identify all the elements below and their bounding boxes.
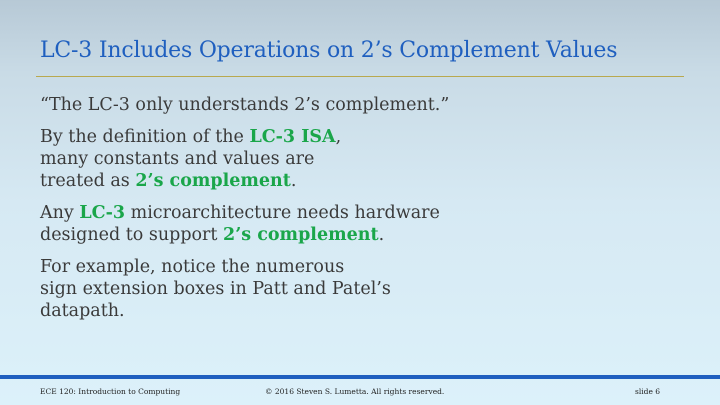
text: , xyxy=(335,127,342,147)
paragraph-quote: “The LC-3 only understands 2’s complemen… xyxy=(40,94,690,116)
text: For example, notice the numerous xyxy=(40,257,345,277)
footer-bar xyxy=(0,375,720,379)
text: datapath. xyxy=(40,301,125,321)
text: many constants and values are xyxy=(40,149,315,169)
footer-slide-number: slide 6 xyxy=(635,387,661,396)
footer-copyright: © 2016 Steven S. Lumetta. All rights res… xyxy=(265,387,445,396)
text: By the definition of the xyxy=(40,127,250,147)
text: . xyxy=(290,171,297,191)
paragraph-isa: By the definition of the LC-3 ISA, many … xyxy=(40,126,690,192)
paragraph-microarchitecture: Any LC-3 microarchitecture needs hardwar… xyxy=(40,202,690,246)
highlight-2s-complement: 2’s complement xyxy=(135,171,291,191)
slide-title: LC-3 Includes Operations on 2’s Compleme… xyxy=(40,38,618,63)
slide-body: “The LC-3 only understands 2’s complemen… xyxy=(40,94,690,332)
text: microarchitecture needs hardware xyxy=(125,203,440,223)
highlight-lc3: LC-3 xyxy=(79,203,126,223)
text: sign extension boxes in Patt and Patel’s xyxy=(40,279,391,299)
footer-course: ECE 120: Introduction to Computing xyxy=(40,387,181,396)
text: Any xyxy=(40,203,80,223)
title-divider xyxy=(36,76,684,77)
highlight-2s-complement: 2’s complement xyxy=(223,225,379,245)
quote-text: “The LC-3 only understands 2’s complemen… xyxy=(40,95,450,115)
text: treated as xyxy=(40,171,136,191)
paragraph-example: For example, notice the numerous sign ex… xyxy=(40,256,690,322)
text: . xyxy=(378,225,385,245)
highlight-lc3-isa: LC-3 ISA xyxy=(249,127,336,147)
text: designed to support xyxy=(40,225,224,245)
